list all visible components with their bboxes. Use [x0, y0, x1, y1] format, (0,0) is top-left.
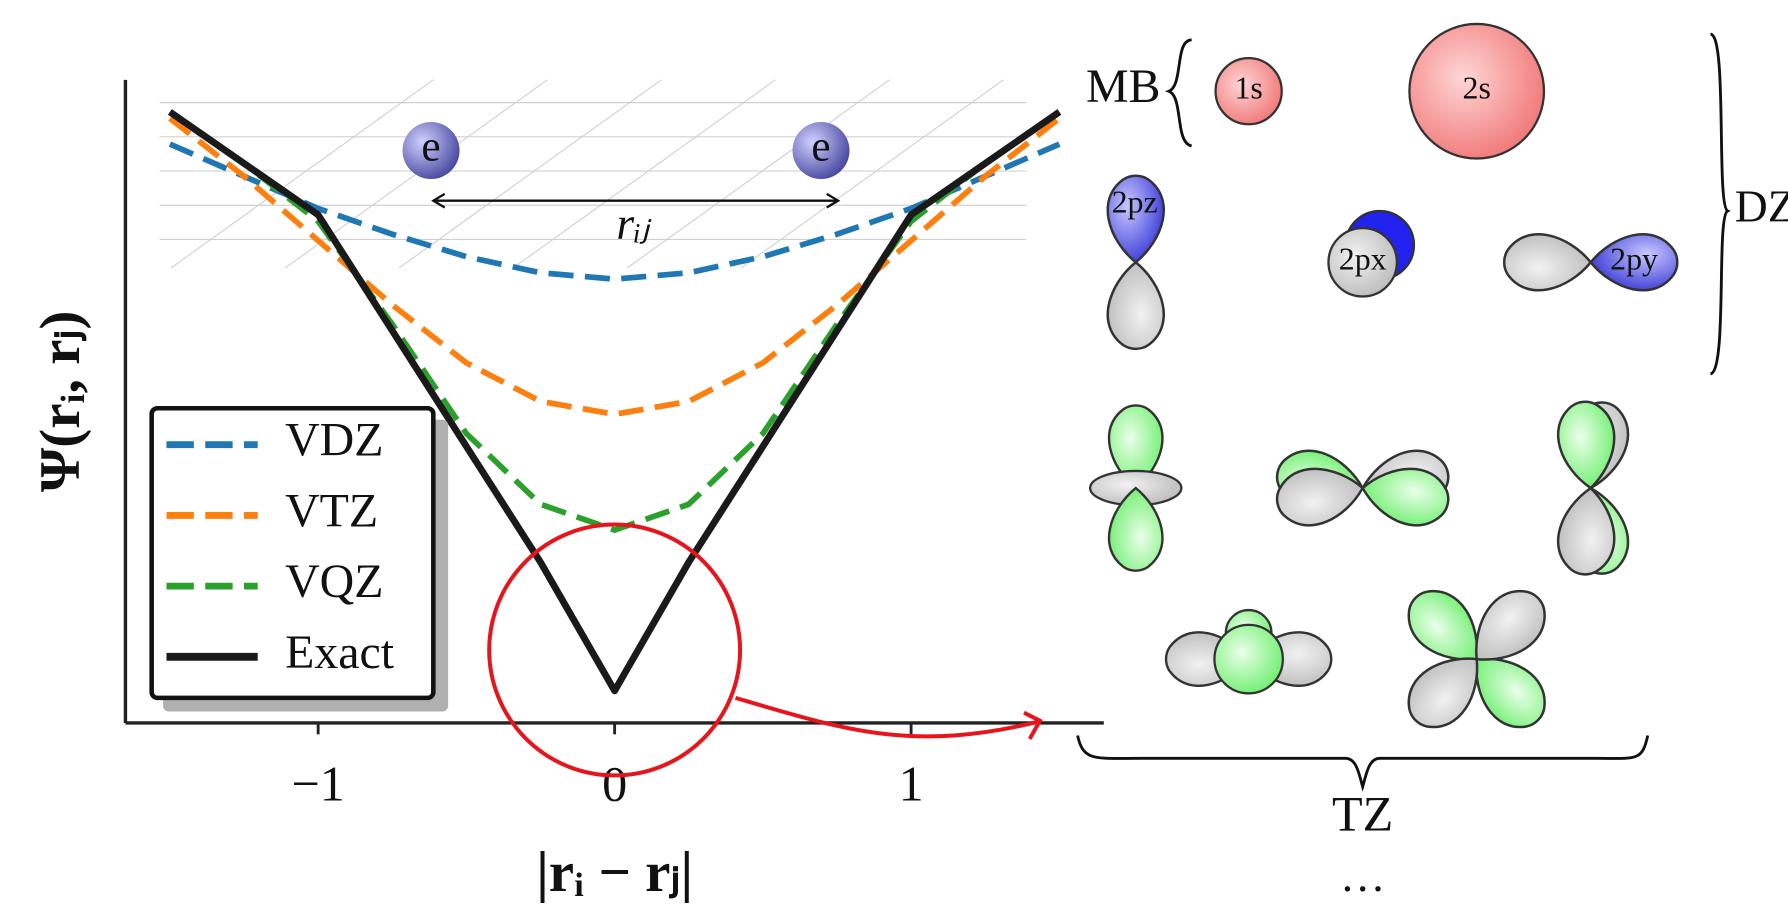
legend-label: Exact: [285, 626, 395, 679]
zoom-arrow: [736, 698, 1040, 739]
annotation: rᵢⱼ: [616, 198, 652, 249]
figure: −1 0 1 |rᵢ − rⱼ| Ψ(rᵢ, rⱼ) VDZ VTZ VQZ Exact e: [29, 24, 1788, 904]
annotation: 2s: [1463, 71, 1491, 106]
annotation: …: [1340, 850, 1386, 901]
legend-label: VTZ: [285, 484, 378, 537]
x-axis-label: |rᵢ − rⱼ|: [536, 841, 693, 904]
legend-label: VQZ: [285, 555, 383, 608]
y-axis-label: Ψ(rᵢ, rⱼ): [29, 311, 92, 493]
line-series: [170, 118, 1059, 414]
annotation: 2px: [1339, 242, 1387, 277]
annotation: DZ: [1735, 180, 1788, 231]
annotation: MB: [1086, 60, 1161, 113]
legend-label: VDZ: [285, 414, 383, 467]
legend: VDZ VTZ VQZ Exact: [152, 408, 448, 711]
x-tick-label: 1: [899, 756, 924, 812]
annotation: 2py: [1610, 242, 1658, 277]
chart: −1 0 1 |rᵢ − rⱼ| Ψ(rᵢ, rⱼ) VDZ VTZ VQZ Exact e: [0, 0, 1788, 910]
x-tick-label: 0: [602, 756, 627, 812]
zoom-circle: [489, 525, 740, 776]
orbitals: [1078, 24, 1728, 787]
annotation: e: [811, 122, 830, 170]
annotation: TZ: [1332, 785, 1393, 841]
annotation: 2pz: [1112, 185, 1158, 220]
annotation: 1s: [1234, 71, 1262, 106]
annotation: e: [421, 122, 440, 170]
x-tick-label: −1: [291, 756, 344, 812]
